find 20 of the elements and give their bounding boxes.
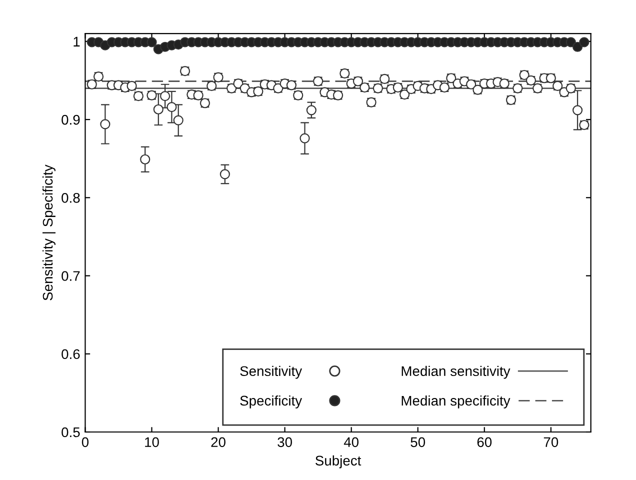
- x-tick-label: 40: [344, 437, 359, 448]
- y-axis-title: Sensitivity | Specificity: [42, 164, 56, 300]
- x-tick-label: 20: [211, 437, 226, 448]
- y-tick-label: 0.6: [62, 349, 80, 360]
- x-tick-label: 60: [477, 437, 492, 448]
- y-tick-label: 0.5: [62, 427, 80, 438]
- x-tick-label: 10: [145, 437, 159, 448]
- legend-label: Sensitivity: [240, 366, 302, 379]
- x-tick-label: 30: [278, 437, 292, 448]
- legend-label: Median sensitivity: [402, 366, 510, 379]
- y-tick-label: 1: [74, 36, 80, 46]
- y-tick-label: 0.7: [62, 271, 80, 281]
- x-tick-label: 0: [82, 437, 89, 448]
- x-tick-label: 70: [544, 437, 558, 448]
- x-tick-label: 50: [410, 437, 426, 448]
- y-tick-label: 0.9: [62, 114, 80, 125]
- legend-label: Specificity: [240, 395, 302, 408]
- legend-label: Median specificity: [402, 395, 510, 408]
- x-axis-title: Subject: [316, 455, 362, 468]
- y-tick-label: 0.8: [62, 192, 80, 203]
